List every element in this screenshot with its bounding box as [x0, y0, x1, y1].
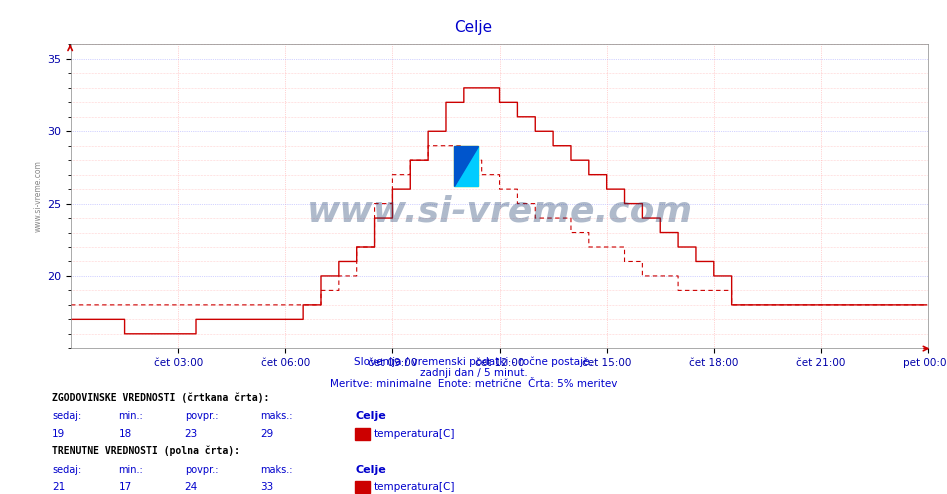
Text: 19: 19	[52, 429, 65, 439]
Text: 17: 17	[118, 482, 132, 492]
Text: Celje: Celje	[455, 20, 492, 35]
Text: Celje: Celje	[355, 465, 385, 475]
Text: maks.:: maks.:	[260, 465, 293, 475]
Text: temperatura[C]: temperatura[C]	[374, 482, 456, 492]
Text: 21: 21	[52, 482, 65, 492]
Text: 33: 33	[260, 482, 274, 492]
Text: ZGODOVINSKE VREDNOSTI (črtkana črta):: ZGODOVINSKE VREDNOSTI (črtkana črta):	[52, 392, 270, 403]
Text: 18: 18	[118, 429, 132, 439]
Text: 23: 23	[185, 429, 198, 439]
Text: www.si-vreme.com: www.si-vreme.com	[307, 195, 692, 229]
Text: 24: 24	[185, 482, 198, 492]
Polygon shape	[455, 146, 478, 186]
Text: zadnji dan / 5 minut.: zadnji dan / 5 minut.	[420, 368, 527, 378]
Text: Slovenija / vremenski podatki - ročne postaje.: Slovenija / vremenski podatki - ročne po…	[354, 356, 593, 367]
Text: TRENUTNE VREDNOSTI (polna črta):: TRENUTNE VREDNOSTI (polna črta):	[52, 446, 241, 456]
Text: povpr.:: povpr.:	[185, 465, 218, 475]
Polygon shape	[455, 146, 478, 186]
Text: 29: 29	[260, 429, 274, 439]
Y-axis label: www.si-vreme.com: www.si-vreme.com	[34, 161, 43, 232]
Text: min.:: min.:	[118, 412, 143, 421]
Text: sedaj:: sedaj:	[52, 412, 81, 421]
Bar	[455, 146, 478, 186]
Text: min.:: min.:	[118, 465, 143, 475]
Text: Celje: Celje	[355, 412, 385, 421]
Text: sedaj:: sedaj:	[52, 465, 81, 475]
Text: povpr.:: povpr.:	[185, 412, 218, 421]
Text: maks.:: maks.:	[260, 412, 293, 421]
Text: temperatura[C]: temperatura[C]	[374, 429, 456, 439]
Text: Meritve: minimalne  Enote: metrične  Črta: 5% meritev: Meritve: minimalne Enote: metrične Črta:…	[330, 379, 617, 389]
